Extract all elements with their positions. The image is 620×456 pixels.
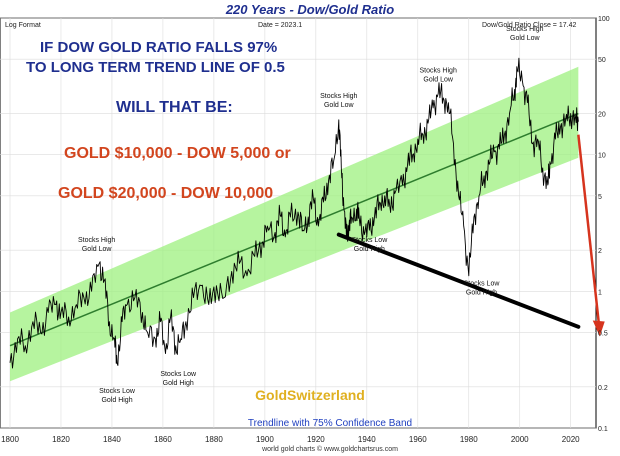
y-tick-label: 2	[598, 248, 602, 255]
headline-line-1: IF DOW GOLD RATIO FALLS 97%	[40, 39, 277, 56]
confidence-band-layer	[9, 66, 579, 382]
source-credit: world gold charts © www.goldchartsrus.co…	[261, 445, 398, 453]
trend-line	[9, 112, 579, 347]
headline-line-2: TO LONG TERM TREND LINE OF 0.5	[26, 59, 285, 76]
x-axis-ticks: 1800 1820 1840 1860 1880 1900 1920 1940 1960 1980…	[1, 435, 580, 444]
x-tick-label: 1980	[460, 435, 478, 444]
y-axis-ticks: 100 50 20 10 5 2 1 0.5 0.2 0.1	[598, 16, 610, 433]
projection-arrow-shaft	[577, 134, 600, 323]
headline-line-3: WILL THAT BE:	[116, 99, 233, 116]
x-tick-label: 1820	[52, 435, 70, 444]
support-layer	[336, 134, 605, 337]
annotation-label: Stocks Low Gold High	[464, 281, 501, 297]
annotation-label: Stocks High Gold Low	[78, 237, 115, 253]
x-tick-label: 1920	[307, 435, 325, 444]
annotation-label: Stocks Low Gold High	[160, 371, 197, 387]
x-tick-label: 1940	[358, 435, 376, 444]
trendline-caption: Trendline with 75% Confidence Band	[248, 418, 412, 429]
support-line	[336, 232, 581, 329]
y-tick-label: 5	[598, 194, 602, 201]
y-tick-label: 50	[598, 57, 606, 64]
series-layer	[9, 57, 579, 369]
y-tick-label: 1	[598, 289, 602, 296]
x-tick-label: 1960	[409, 435, 427, 444]
y-tick-label: 10	[598, 153, 606, 160]
annotation-label: Stocks High Gold Low	[506, 26, 543, 42]
y-tick-label: 100	[598, 16, 610, 23]
annotation-label: Stocks Low Gold High	[351, 237, 388, 253]
chart-title: 220 Years - Dow/Gold Ratio	[225, 2, 394, 17]
projection-arrow-head	[592, 320, 605, 337]
annotation-label: Stocks High Gold Low	[320, 93, 357, 109]
dow-gold-ratio-line	[9, 57, 579, 369]
y-tick-label: 0.2	[598, 385, 608, 392]
y-tick-label: 0.5	[598, 330, 608, 337]
x-tick-label: 2000	[511, 435, 529, 444]
y-tick-label: 20	[598, 112, 606, 119]
annotation-layer: Stocks High Gold Low Stocks Low Gold High St…	[78, 26, 544, 404]
annotation-label: Stocks Low Gold High	[99, 388, 136, 404]
x-tick-label: 1880	[205, 435, 223, 444]
x-tick-label: 1860	[154, 435, 172, 444]
watermark: GoldSwitzerland	[255, 387, 365, 403]
x-tick-label: 1840	[103, 435, 121, 444]
x-tick-label: 1900	[256, 435, 274, 444]
headline-line-5: GOLD $20,000 - DOW 10,000	[58, 185, 273, 202]
close-value-label: Dow/Gold Ratio Close = 17.42	[482, 22, 576, 29]
y-tick-label: 0.1	[598, 426, 608, 433]
headline-line-4: GOLD $10,000 - DOW 5,000 or	[64, 145, 291, 162]
confidence-band	[10, 66, 579, 382]
annotation-label: Stocks High Gold Low	[419, 67, 456, 83]
date-label: Date = 2023.1	[258, 22, 302, 29]
log-format-label: Log Format	[5, 22, 41, 29]
x-tick-label: 2020	[562, 435, 580, 444]
x-tick-label: 1800	[1, 435, 19, 444]
